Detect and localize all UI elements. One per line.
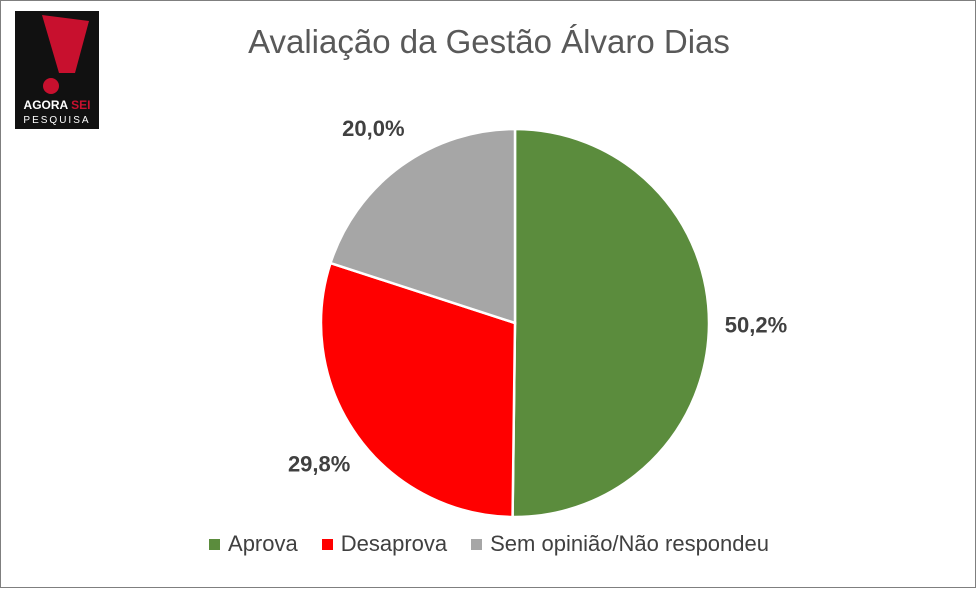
pie-slice-1 bbox=[511, 127, 711, 519]
chart-title: Avaliação da Gestão Álvaro Dias bbox=[248, 23, 730, 60]
legend-swatch bbox=[321, 538, 333, 550]
legend-item-1: Aprova bbox=[209, 531, 298, 557]
legend-item-3: Sem opinião/Não respondeu bbox=[471, 531, 769, 557]
legend-item-2: Desaprova bbox=[321, 531, 448, 557]
legend-label: Sem opinião/Não respondeu bbox=[490, 531, 769, 556]
legend-swatch bbox=[471, 538, 483, 550]
data-label-3: 20,0% bbox=[342, 116, 404, 141]
legend-label: Desaprova bbox=[340, 531, 448, 556]
legend-label: Aprova bbox=[228, 531, 298, 556]
pie-slice-2 bbox=[319, 261, 517, 519]
logo-line2: PESQUISA bbox=[23, 115, 90, 126]
pie-slice-3 bbox=[328, 127, 517, 325]
exclamation-dot-icon bbox=[43, 78, 59, 94]
data-label-2: 29,8% bbox=[288, 451, 350, 476]
agora-sei-logo: AGORA SEI PESQUISA bbox=[15, 11, 99, 129]
data-label-1: 50,2% bbox=[725, 313, 787, 338]
legend-swatch bbox=[209, 538, 221, 550]
logo-line1: AGORA SEI bbox=[24, 98, 91, 112]
exclamation-bar-icon bbox=[42, 15, 89, 73]
chart-legend: Aprova Desaprova Sem opinião/Não respondeu bbox=[1, 531, 976, 557]
